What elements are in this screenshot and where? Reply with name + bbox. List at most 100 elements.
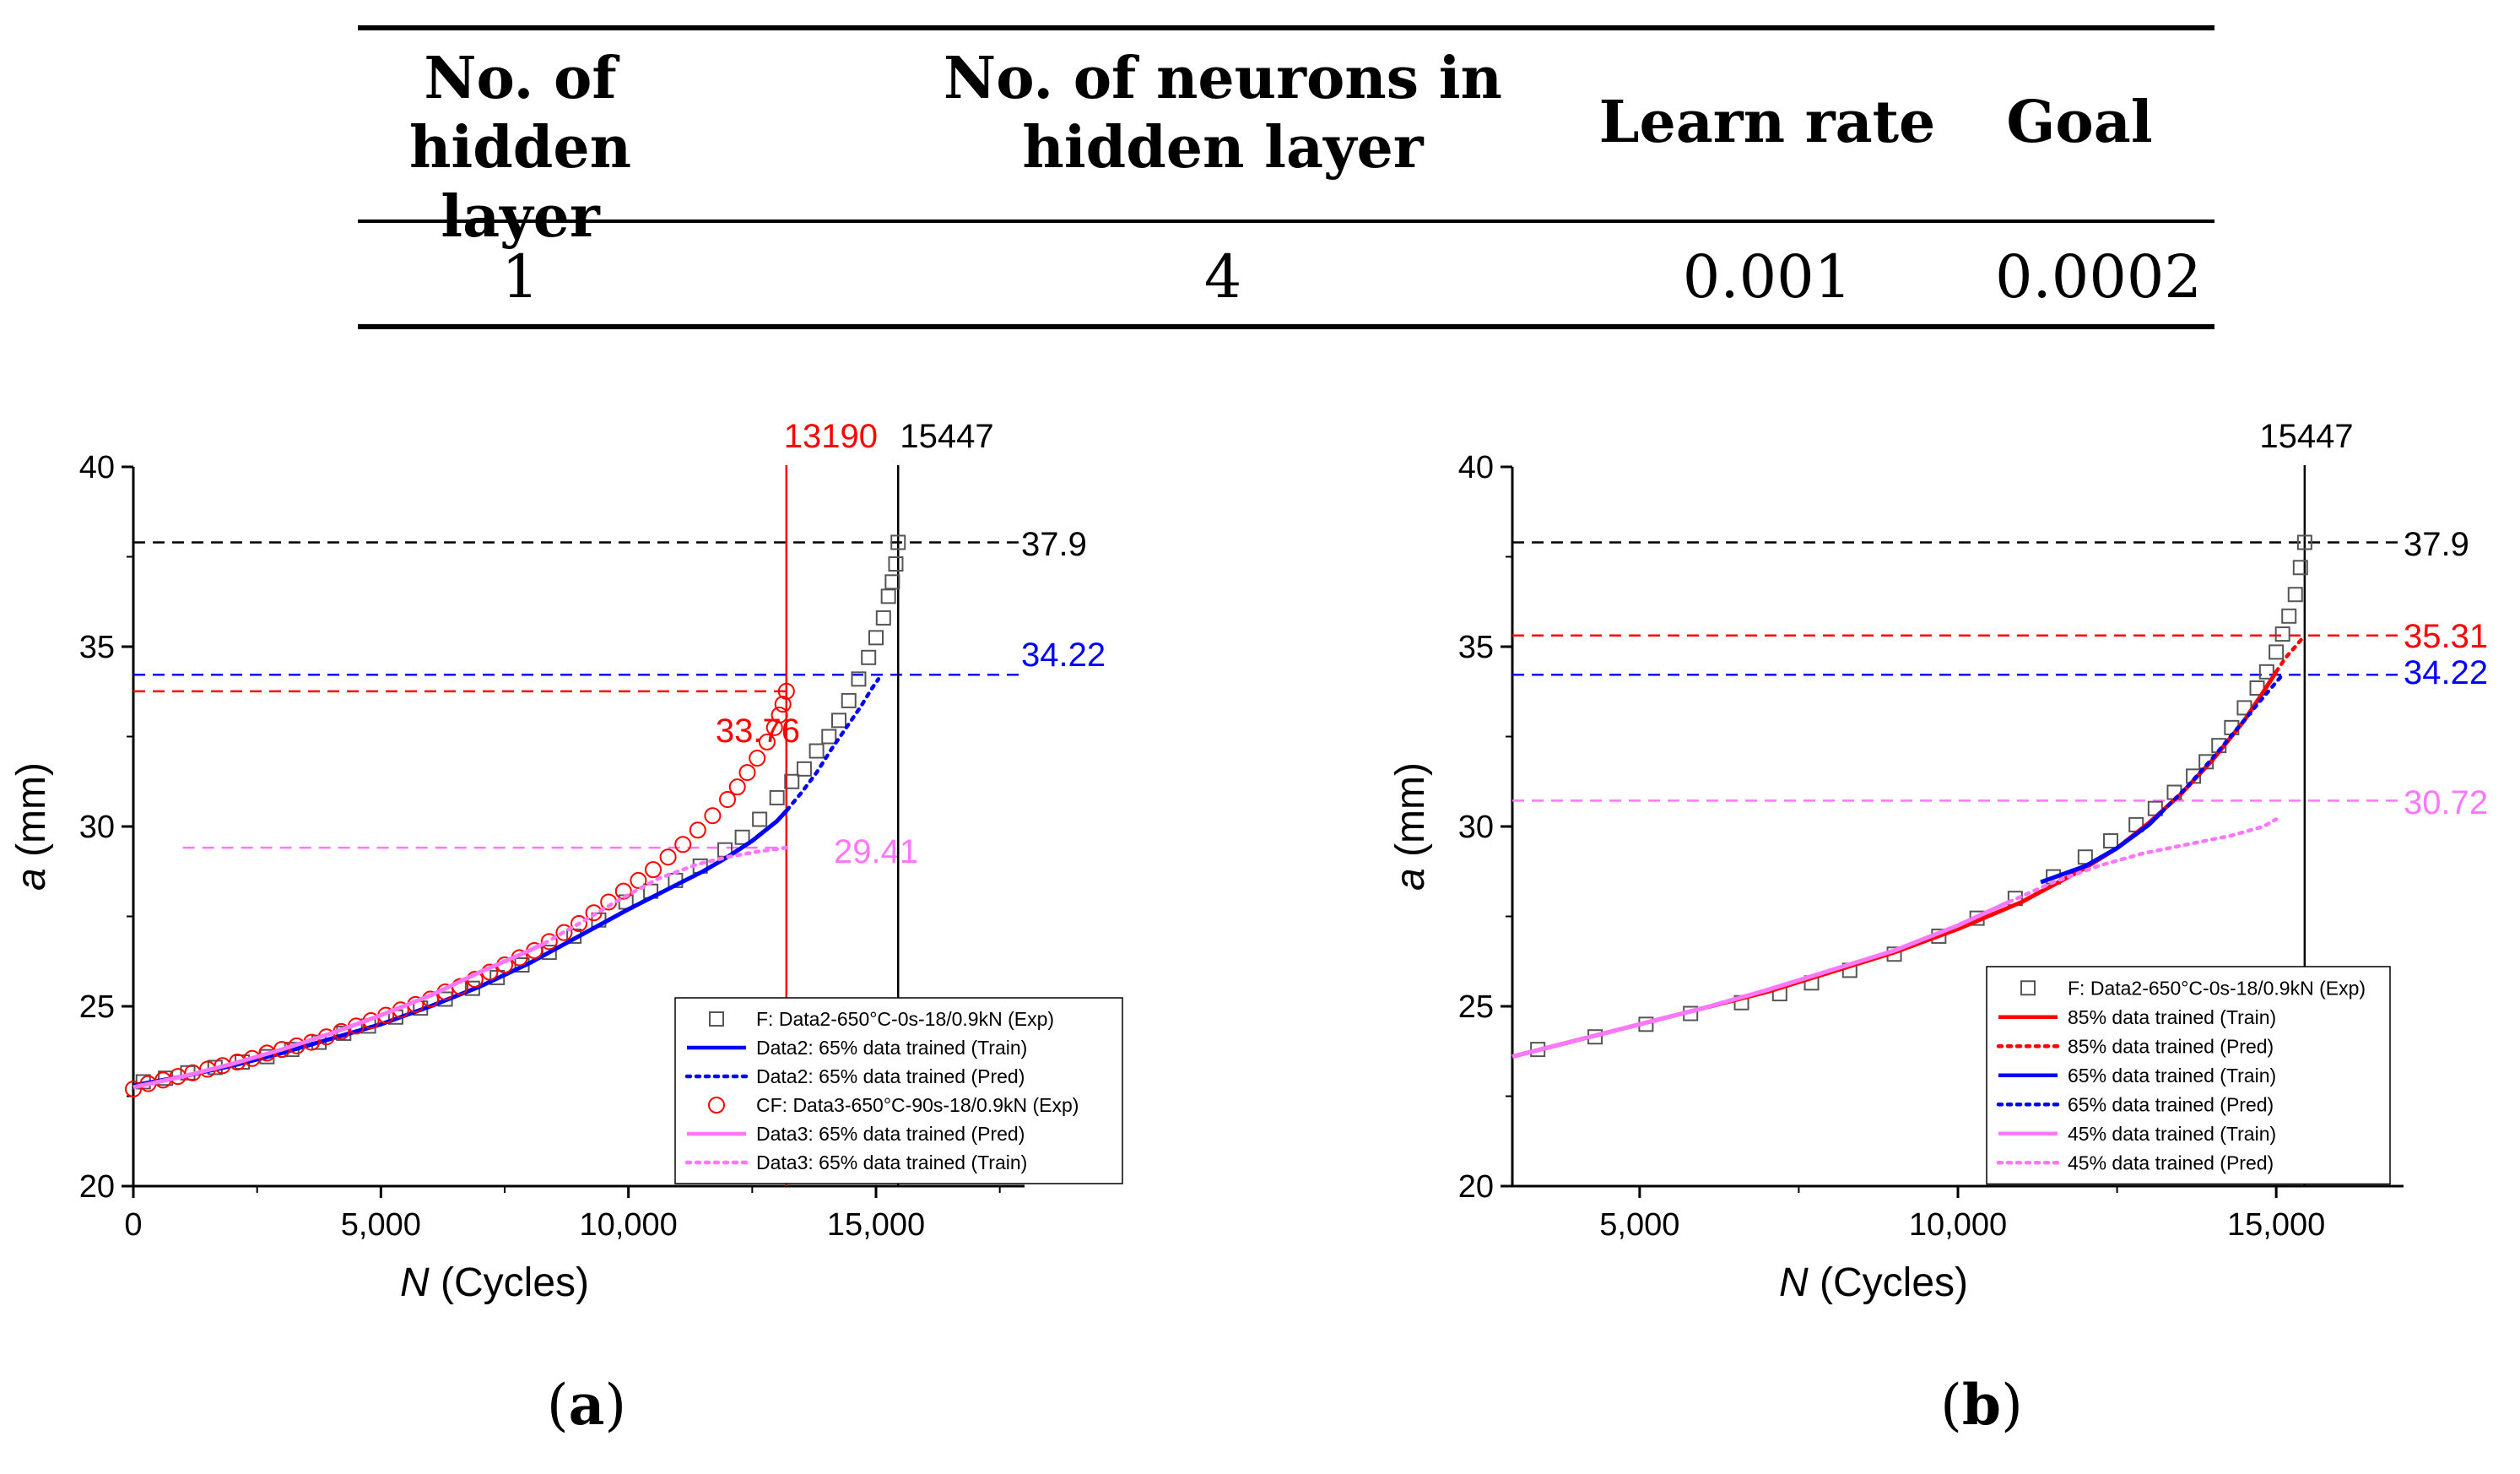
- y-axis-variable: a: [9, 868, 54, 891]
- y-tick-label: 25: [79, 989, 115, 1025]
- data-point-square: [796, 761, 812, 777]
- reference-hline-label: 30.72: [2404, 784, 2488, 821]
- table-header-line: No. of hidden: [408, 45, 632, 182]
- reference-vline-label: 15447: [900, 418, 993, 455]
- y-tick-label: 30: [79, 810, 115, 845]
- table-header-neurons: No. of neurons in hidden layer: [940, 44, 1506, 182]
- data-point-square: [784, 773, 800, 789]
- table-top-rule: [358, 25, 2214, 30]
- caption-a: (a): [546, 1372, 627, 1438]
- data-point-square: [831, 713, 846, 729]
- legend-label: CF: Data3-650°C-90s-18/0.9kN (Exp): [756, 1094, 1079, 1116]
- data-point-circle: [777, 682, 795, 700]
- data-point-square: [888, 556, 904, 572]
- data-point-circle: [771, 706, 788, 723]
- y-tick-label: 40: [1458, 450, 1494, 485]
- series-line: [2007, 817, 2279, 904]
- chart-panel-b: 20 25 30 35 40 5,000 10,000 15,000 N (Cycles) a (…: [1388, 418, 2488, 1305]
- y-tick-label: 20: [79, 1169, 115, 1205]
- legend-label: 85% data trained (Train): [2068, 1006, 2276, 1028]
- series-line: [132, 941, 545, 1090]
- x-tick-label: 15,000: [2227, 1207, 2325, 1243]
- reference-hline-label: 34.22: [2404, 654, 2488, 691]
- series-line: [1511, 900, 2010, 1059]
- data-point-circle: [719, 791, 736, 809]
- y-tick-label: 35: [79, 630, 115, 665]
- chart-panel-a: 20 25 30 35 40 0 5,000 10,000 15,000 N (Cycles) a …: [9, 418, 1123, 1305]
- parameter-table: No. of hidden layer No. of neurons in hi…: [358, 25, 2214, 329]
- legend-label: Data2: 65% data trained (Pred): [756, 1065, 1025, 1087]
- data-point-circle: [555, 924, 573, 941]
- data-point-square: [769, 789, 785, 805]
- y-tick-label: 30: [1458, 810, 1494, 845]
- table-header-line: Goal: [2006, 89, 2153, 156]
- series-line: [2160, 672, 2285, 815]
- series-line: [542, 845, 789, 946]
- data-point-circle: [758, 733, 776, 751]
- data-point-square: [875, 610, 891, 626]
- legend-swatch: [2020, 980, 2036, 996]
- data-point-square: [752, 811, 768, 827]
- legend-label: 45% data trained (Pred): [2068, 1152, 2274, 1173]
- caption-b-letter: b: [1961, 1372, 2002, 1438]
- data-point-square: [2281, 608, 2297, 624]
- x-tick-label: 0: [124, 1207, 142, 1243]
- data-point-square: [2292, 560, 2308, 576]
- data-point-square: [2287, 587, 2303, 603]
- x-axis-unit: (Cycles): [1809, 1260, 1968, 1305]
- y-axis-label: a (mm): [9, 762, 54, 891]
- reference-vline-label: 13190: [784, 418, 878, 455]
- y-tick-label: 35: [1458, 630, 1494, 665]
- legend-label: 45% data trained (Train): [2068, 1123, 2276, 1145]
- x-tick-label: 5,000: [1599, 1207, 1679, 1243]
- y-axis-label: a (mm): [1388, 762, 1433, 891]
- table-bottom-rule: [358, 324, 2214, 329]
- x-axis-unit: (Cycles): [430, 1260, 589, 1305]
- data-point-circle: [728, 778, 746, 796]
- legend-label: 65% data trained (Pred): [2068, 1093, 2274, 1115]
- table-cell-goal: 0.0002: [1995, 242, 2202, 312]
- data-point-circle: [749, 750, 766, 767]
- table-header-learn-rate: Learn rate: [1598, 88, 1936, 157]
- data-point-square: [821, 729, 837, 745]
- y-tick-label: 40: [79, 450, 115, 485]
- reference-hline-label: 37.9: [2404, 526, 2469, 563]
- table-cell-hidden-layers: 1: [501, 242, 539, 312]
- series-line: [785, 677, 881, 813]
- legend-swatch: [709, 1011, 724, 1027]
- legend-label: Data3: 65% data trained (Train): [756, 1152, 1027, 1173]
- legend-label: 85% data trained (Pred): [2068, 1035, 2274, 1057]
- reference-hline-label: 34.22: [1021, 637, 1106, 674]
- x-tick-label: 15,000: [827, 1207, 925, 1243]
- data-point-square: [841, 692, 857, 708]
- data-point-circle: [659, 848, 677, 866]
- x-tick-label: 5,000: [341, 1207, 421, 1243]
- data-point-circle: [704, 807, 722, 825]
- y-axis-unit: (mm): [1388, 762, 1433, 868]
- data-point-circle: [585, 904, 603, 922]
- series-line: [132, 809, 789, 1088]
- table-mid-rule: [358, 219, 2214, 223]
- data-point-circle: [125, 1080, 142, 1097]
- legend-label: Data2: 65% data trained (Train): [756, 1037, 1027, 1059]
- data-point-square: [2103, 833, 2119, 849]
- data-point-circle: [738, 764, 756, 782]
- x-axis-label: N (Cycles): [400, 1260, 589, 1305]
- data-point-circle: [630, 871, 647, 889]
- data-point-square: [868, 630, 884, 646]
- data-point-square: [890, 534, 906, 550]
- data-point-square: [2258, 664, 2274, 680]
- data-point-circle: [540, 933, 558, 951]
- data-point-circle: [674, 836, 692, 854]
- x-axis-label: N (Cycles): [1779, 1260, 1968, 1305]
- y-axis-unit: (mm): [9, 762, 54, 868]
- table-header-line: Learn rate: [1598, 89, 1936, 156]
- table-header-goal: Goal: [1995, 88, 2164, 157]
- reference-hline-label: 29.41: [834, 833, 918, 870]
- y-axis-variable: a: [1388, 868, 1433, 891]
- legend-swatch: [708, 1097, 725, 1114]
- caption-b: (b): [1940, 1372, 2023, 1438]
- legend-label: 65% data trained (Train): [2068, 1065, 2276, 1087]
- reference-hline-label: 37.9: [1021, 526, 1087, 563]
